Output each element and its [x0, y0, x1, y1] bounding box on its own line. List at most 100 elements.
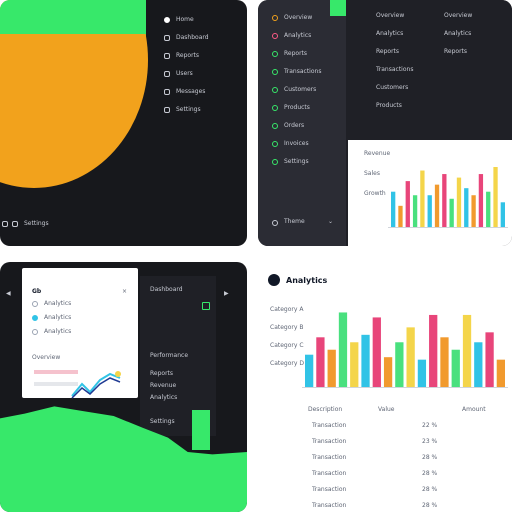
card-close[interactable]: ×: [122, 278, 132, 295]
right-arrow[interactable]: ▶: [224, 280, 232, 297]
nav-item-1[interactable]: Home: [162, 14, 242, 26]
nav-item-label: Messages: [176, 88, 206, 95]
nav-item-3[interactable]: Reports: [162, 50, 242, 62]
menu-area: Overview Analytics Reports Transactions …: [354, 0, 512, 140]
sidebar-item-7[interactable]: Orders: [258, 120, 346, 132]
customers-icon: [272, 87, 278, 93]
bar: [462, 314, 472, 387]
bar: [372, 317, 381, 387]
sidebar-item-6[interactable]: Products: [258, 102, 346, 114]
bar: [478, 174, 484, 227]
messages-icon: [164, 89, 170, 95]
legend-item: Sales: [364, 170, 380, 177]
white-card: Gb × Analytics Analytics Analytics Overv…: [22, 268, 138, 399]
line-chart: [34, 370, 121, 399]
sidebar-item-9[interactable]: Settings: [258, 156, 346, 168]
card-item-1[interactable]: Analytics: [22, 298, 138, 310]
right-list-item[interactable]: Revenue: [150, 382, 177, 389]
bar: [383, 357, 393, 387]
card-item-label: Analytics: [44, 328, 72, 335]
row-value: 28 %: [422, 470, 438, 477]
chart-icon: [272, 33, 278, 39]
menu-item[interactable]: Analytics: [444, 30, 504, 48]
table-row[interactable]: Transaction 28 %: [312, 486, 512, 502]
nav-item-label: Reports: [176, 52, 200, 59]
nav-item-label: Settings: [176, 106, 201, 113]
nav-list: Home Dashboard Reports Users Messages Se…: [162, 14, 242, 114]
menu-item[interactable]: Transactions: [376, 66, 436, 84]
y-label: Category A: [270, 306, 304, 313]
table-row[interactable]: Transaction 23 %: [312, 438, 512, 454]
nav-item-5[interactable]: Messages: [162, 86, 242, 98]
card-item-3[interactable]: Analytics: [22, 326, 138, 338]
right-list-item[interactable]: Reports: [150, 370, 174, 377]
right-list-item[interactable]: Performance: [150, 352, 189, 359]
bar: [440, 337, 449, 387]
bar: [434, 184, 440, 227]
circle-icon: [164, 17, 170, 23]
bar: [405, 181, 410, 227]
menu-item-label: Analytics: [376, 30, 404, 37]
right-list-item[interactable]: Analytics: [150, 394, 178, 401]
table-row[interactable]: Transaction 28 %: [312, 502, 512, 512]
card-item-2[interactable]: Analytics: [22, 312, 138, 324]
right-list-item[interactable]: Settings: [150, 418, 175, 425]
settings-icon: [164, 107, 170, 113]
sidebar-footer[interactable]: Theme ⌄: [258, 216, 346, 230]
left-arrow[interactable]: ◀: [6, 280, 14, 297]
legend-item: Revenue: [364, 150, 391, 157]
menu-item-label: Transactions: [376, 66, 414, 73]
sidebar-item-label: Settings: [284, 158, 309, 165]
bar: [398, 205, 403, 227]
chart-card-1: Revenue Sales Growth: [348, 140, 512, 246]
panel-navigation-dark: Home Dashboard Reports Users Messages Se…: [0, 0, 247, 246]
invoices-icon: [272, 141, 278, 147]
series-line-blue: [71, 372, 121, 397]
sidebar-item-2[interactable]: Analytics: [258, 30, 346, 42]
row-desc: Transaction: [312, 502, 347, 509]
bar: [486, 191, 491, 227]
menu-item[interactable]: Reports: [376, 48, 436, 66]
card-item-label: Analytics: [44, 300, 72, 307]
bar: [338, 312, 348, 387]
layers-icon: [32, 329, 38, 335]
bar-chart-2: [302, 312, 508, 388]
table-row[interactable]: Transaction 28 %: [312, 454, 512, 470]
sidebar-item-5[interactable]: Customers: [258, 84, 346, 96]
menu-item[interactable]: Customers: [376, 84, 436, 102]
series-line-navy: [71, 377, 121, 399]
sidebar-item-3[interactable]: Reports: [258, 48, 346, 60]
bar: [496, 359, 505, 387]
nav-item-6[interactable]: Settings: [162, 104, 242, 116]
table-row[interactable]: Transaction 22 %: [312, 422, 512, 438]
menu-item[interactable]: Overview: [376, 12, 436, 30]
panel4-title: Analytics: [286, 276, 328, 285]
panel1-footer[interactable]: Settings: [0, 218, 247, 232]
row-value: 28 %: [422, 486, 438, 493]
nav-item-label: Home: [176, 16, 194, 23]
legend: Revenue Sales Growth: [364, 150, 390, 198]
bar: [361, 334, 370, 387]
y-label: Category C: [270, 342, 304, 349]
menu-item[interactable]: Reports: [444, 48, 504, 66]
row-desc: Transaction: [312, 486, 347, 493]
sidebar-item-label: Invoices: [284, 140, 309, 147]
table-col: Amount: [462, 406, 486, 413]
menu-item[interactable]: Analytics: [376, 30, 436, 48]
table-row[interactable]: Transaction 28 %: [312, 470, 512, 486]
sidebar-item-label: Orders: [284, 122, 305, 129]
nav-item-4[interactable]: Users: [162, 68, 242, 80]
nav-item-label: Users: [176, 70, 193, 77]
sidebar-footer-label: Theme: [284, 218, 305, 225]
sidebar-item-8[interactable]: Invoices: [258, 138, 346, 150]
globe-icon: [32, 301, 38, 307]
menu-item[interactable]: Products: [376, 102, 436, 120]
nav-item-2[interactable]: Dashboard: [162, 32, 242, 44]
menu-item[interactable]: Overview: [444, 12, 504, 30]
sidebar-item-4[interactable]: Transactions: [258, 66, 346, 78]
highlight-dot: [115, 371, 121, 377]
row-desc: Transaction: [312, 422, 347, 429]
bar: [420, 170, 425, 227]
sidebar-item-1[interactable]: Overview: [258, 12, 346, 24]
footer-label: Settings: [24, 220, 49, 227]
